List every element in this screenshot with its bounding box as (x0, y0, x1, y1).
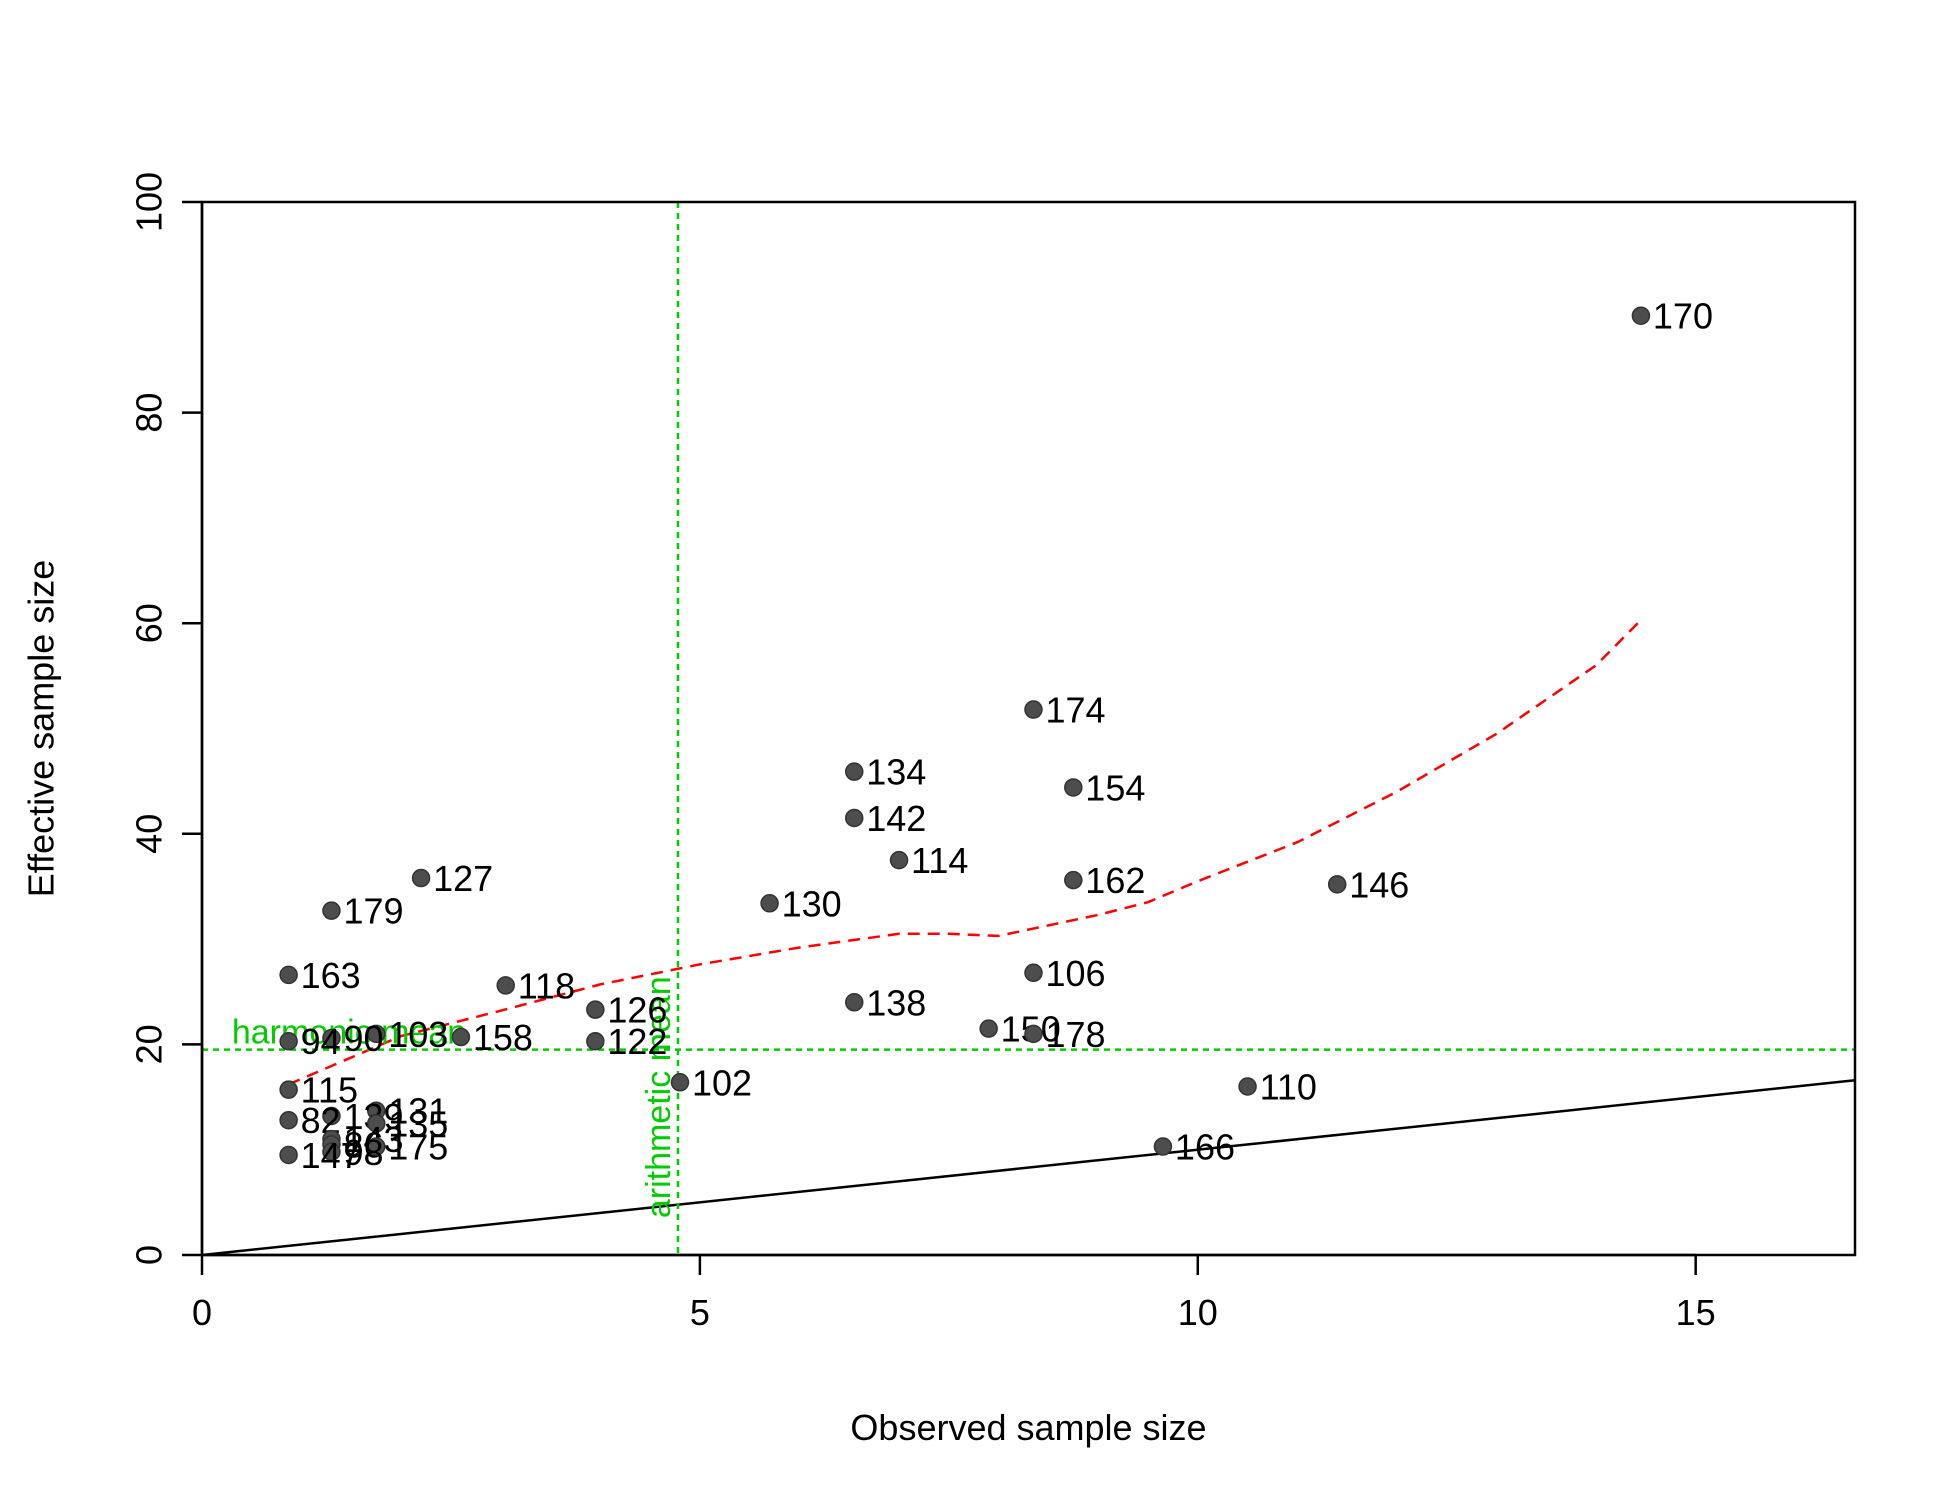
data-point (1024, 1024, 1043, 1044)
data-point-label: 146 (1349, 864, 1409, 905)
data-point (586, 1000, 605, 1019)
data-point-label: 134 (866, 752, 926, 793)
data-point-label: 118 (518, 965, 575, 1006)
data-point (279, 965, 298, 985)
data-point (1064, 778, 1083, 797)
data-point (367, 1114, 386, 1133)
y-axis-title: Effective sample size (21, 560, 62, 897)
data-point (1327, 875, 1347, 894)
data-point-label: 142 (866, 798, 926, 839)
data-point (1238, 1077, 1257, 1096)
data-point-label: 98 (343, 1132, 383, 1173)
data-point (844, 808, 864, 828)
data-point (451, 1027, 471, 1047)
data-point (844, 762, 864, 781)
data-point (1153, 1137, 1173, 1156)
data-point (1631, 306, 1651, 325)
data-point (367, 1024, 386, 1044)
data-point (322, 901, 341, 920)
data-point-label: 162 (1085, 860, 1145, 901)
data-point-label: 154 (1085, 767, 1145, 808)
data-point-label: 170 (1653, 296, 1713, 337)
y-tick-label: 80 (129, 393, 170, 433)
data-point (979, 1019, 998, 1038)
data-point-label: 102 (692, 1062, 752, 1103)
data-point (586, 1031, 605, 1051)
data-point (496, 976, 515, 995)
data-point-label: 106 (1045, 953, 1105, 994)
y-tick-label: 60 (129, 603, 170, 643)
data-point-label: 94 (301, 1021, 341, 1062)
data-point-label: 175 (388, 1127, 448, 1168)
data-point (1024, 963, 1043, 983)
data-point (1064, 870, 1083, 890)
y-tick-label: 20 (129, 1024, 170, 1064)
data-point-label: 135 (388, 1103, 448, 1144)
data-point (411, 868, 431, 888)
data-point-label: 174 (1045, 690, 1105, 731)
data-point-label: 114 (911, 840, 968, 881)
data-point (279, 1145, 298, 1165)
data-point-label: 90 (343, 1018, 383, 1059)
plot-frame (200, 200, 1857, 1257)
data-point-label: 127 (433, 858, 493, 899)
data-point-label: 138 (866, 982, 926, 1023)
data-point-label: 178 (1045, 1014, 1105, 1055)
data-point-label: 130 (782, 883, 842, 924)
data-point (670, 1073, 690, 1092)
data-point-label: 158 (473, 1017, 533, 1058)
y-tick-label: 100 (129, 172, 170, 232)
data-point (322, 1028, 341, 1048)
data-point-label: 122 (607, 1021, 667, 1062)
data-point-label: 126 (607, 990, 667, 1031)
x-tick-label: 5 (690, 1292, 710, 1333)
identity-line (202, 1078, 1855, 1255)
x-tick-label: 10 (1178, 1292, 1218, 1333)
data-point (279, 1110, 298, 1130)
data-point (279, 1080, 298, 1099)
data-point (889, 850, 909, 870)
x-tick-label: 0 (192, 1292, 212, 1333)
data-point (1024, 700, 1043, 719)
data-point (367, 1137, 386, 1156)
data-point-label: 179 (343, 891, 403, 932)
data-point (322, 1106, 341, 1126)
data-point-label: 163 (301, 955, 361, 996)
arithmetic-mean-label: arithmetic mean (640, 976, 678, 1218)
data-point-label: 131 (388, 1091, 448, 1132)
data-point-label: 147 (301, 1135, 361, 1176)
data-point-label: 166 (1175, 1127, 1235, 1168)
data-point (760, 894, 779, 913)
data-point-label: 103 (388, 1014, 448, 1055)
y-tick-label: 0 (129, 1245, 170, 1265)
y-tick-label: 40 (129, 814, 170, 854)
data-point-label: 110 (1260, 1067, 1317, 1108)
smooth-trend-line (288, 619, 1642, 1086)
data-point (279, 1031, 298, 1051)
x-axis-title: Observed sample size (850, 1407, 1206, 1448)
data-point (844, 993, 864, 1012)
harmonic-mean-label: harmonic mean (232, 1014, 466, 1052)
chart-axes: 0 5 10 15 0 20 40 60 80 100 Observed sample size Ef… (21, 172, 1857, 1448)
x-tick-label: 15 (1676, 1292, 1716, 1333)
data-point-label: 115 (301, 1070, 358, 1111)
data-point (322, 1142, 341, 1162)
chart-marks: harmonic mean arithmetic mean 170 174 134 154… (202, 202, 1855, 1255)
